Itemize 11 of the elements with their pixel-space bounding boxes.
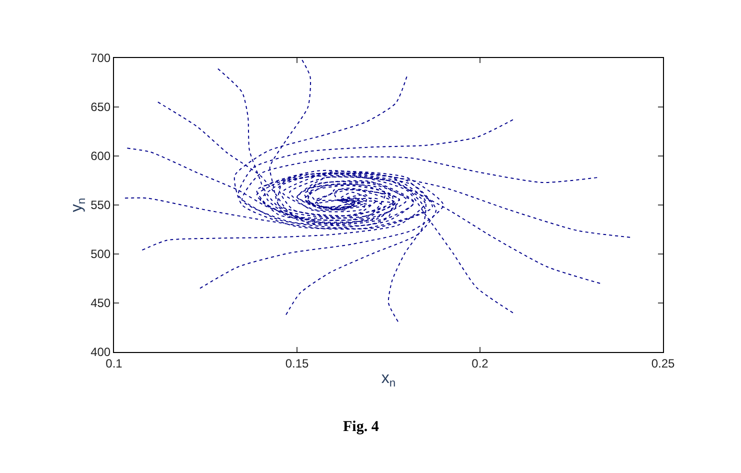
x-tick-label: 0.25: [651, 356, 675, 370]
y-tick-label: 500: [90, 247, 111, 262]
y-tick-label: 550: [90, 198, 111, 212]
y-tick-label: 450: [90, 296, 111, 310]
y-tick-label: 650: [90, 100, 111, 114]
x-axis-title: x$_{n}$: [381, 370, 396, 390]
x-tick-label: 0.15: [285, 356, 309, 370]
y-tick-label: 700: [90, 51, 111, 66]
x-tick-label: 0.2: [472, 356, 489, 370]
caption: Fig. 4: [343, 419, 380, 435]
y-tick-label: 600: [90, 149, 111, 164]
